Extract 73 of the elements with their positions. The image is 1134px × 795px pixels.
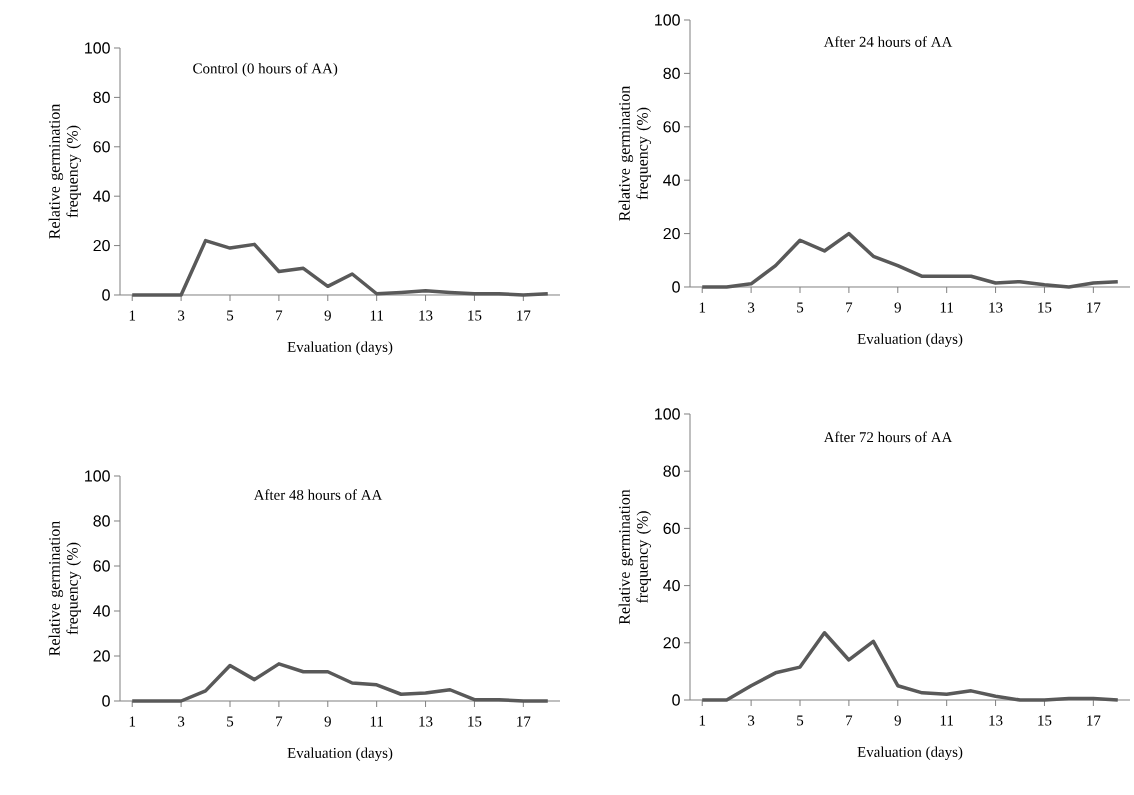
x-tick-label: 5 — [227, 716, 234, 727]
y-tick-label: 100 — [85, 470, 110, 482]
x-tick-label: 13 — [989, 715, 1003, 726]
x-tick-label: 5 — [797, 302, 804, 313]
x-tick-label: 7 — [846, 302, 853, 313]
x-tick-label: 1 — [129, 310, 136, 321]
y-tick-label: 40 — [663, 174, 680, 186]
y-tick-label: 80 — [93, 515, 110, 527]
text: After 72 hours of AA — [823, 431, 953, 443]
x-tick-label: 17 — [1087, 302, 1101, 313]
x-tick-label: 11 — [940, 715, 953, 726]
y-tick-label: 100 — [655, 408, 680, 420]
x-tick-label: 3 — [748, 715, 755, 726]
y-axis-title: Relative germination frequency (%) — [48, 103, 82, 239]
x-tick-label: 13 — [989, 302, 1003, 313]
x-axis-title: Evaluation (days) — [287, 341, 393, 355]
y-axis-title: Relative germination frequency (%) — [618, 489, 652, 625]
y-tick-label: 60 — [663, 522, 680, 535]
y-tick-label: 0 — [102, 289, 110, 301]
x-tick-label: 11 — [370, 310, 383, 321]
x-tick-label: 5 — [227, 310, 234, 321]
x-tick-label: 1 — [699, 302, 706, 313]
y-tick-label: 80 — [93, 91, 110, 104]
line-series — [700, 631, 1120, 702]
x-axis-title: Evaluation (days) — [287, 747, 393, 761]
x-tick-label: 3 — [748, 302, 755, 313]
y-tick-label: 40 — [93, 190, 110, 202]
x-tick-label: 11 — [370, 716, 383, 727]
x-tick-label: 15 — [1038, 302, 1052, 313]
y-tick-label: 80 — [663, 67, 680, 80]
x-tick-label: 15 — [1038, 715, 1052, 726]
y-tick-label: 20 — [93, 239, 110, 252]
x-tick-label: 13 — [419, 716, 433, 727]
x-tick-label: 11 — [940, 302, 953, 313]
x-axis-title: Evaluation (days) — [857, 746, 963, 760]
x-axis-title: Evaluation (days) — [857, 333, 963, 347]
y-tick-label: 40 — [93, 605, 110, 617]
y-tick-label: 80 — [663, 465, 680, 477]
y-axis-title: Relative germination frequency (%) — [48, 520, 82, 656]
y-tick-label: 20 — [663, 637, 680, 649]
x-tick-label: 9 — [324, 716, 331, 727]
text: After 24 hours of AA — [823, 36, 953, 47]
x-tick-label: 9 — [894, 302, 901, 313]
y-axis-title: Relative germination frequency (%) — [618, 85, 652, 221]
y-tick-label: 60 — [663, 121, 680, 133]
x-tick-label: 3 — [178, 716, 185, 727]
y-tick-label: 0 — [102, 695, 110, 707]
y-tick-label: 60 — [93, 141, 110, 153]
x-tick-label: 15 — [468, 716, 482, 727]
x-tick-label: 9 — [894, 715, 901, 726]
y-tick-label: 20 — [663, 227, 680, 240]
x-tick-label: 17 — [517, 716, 531, 727]
x-tick-label: 17 — [517, 310, 531, 321]
x-tick-label: 7 — [846, 715, 853, 726]
x-tick-label: 15 — [468, 310, 482, 321]
x-tick-label: 5 — [797, 715, 804, 726]
x-tick-label: 1 — [699, 715, 706, 726]
x-tick-label: 3 — [178, 310, 185, 321]
x-tick-label: 17 — [1087, 715, 1101, 726]
y-tick-label: 0 — [672, 694, 680, 706]
y-tick-label: 60 — [93, 560, 110, 572]
x-tick-label: 1 — [129, 716, 136, 727]
text: After 48 hours of AA — [253, 489, 383, 500]
y-tick-label: 40 — [663, 579, 680, 592]
y-tick-label: 0 — [672, 281, 680, 293]
x-tick-label: 7 — [276, 310, 283, 321]
y-tick-label: 100 — [85, 42, 110, 54]
x-tick-label: 9 — [324, 310, 331, 321]
x-tick-label: 13 — [419, 310, 433, 321]
y-tick-label: 20 — [93, 650, 110, 662]
y-tick-label: 100 — [655, 14, 680, 26]
x-tick-label: 7 — [276, 716, 283, 727]
text: Control (0 hours of AA) — [193, 62, 338, 77]
